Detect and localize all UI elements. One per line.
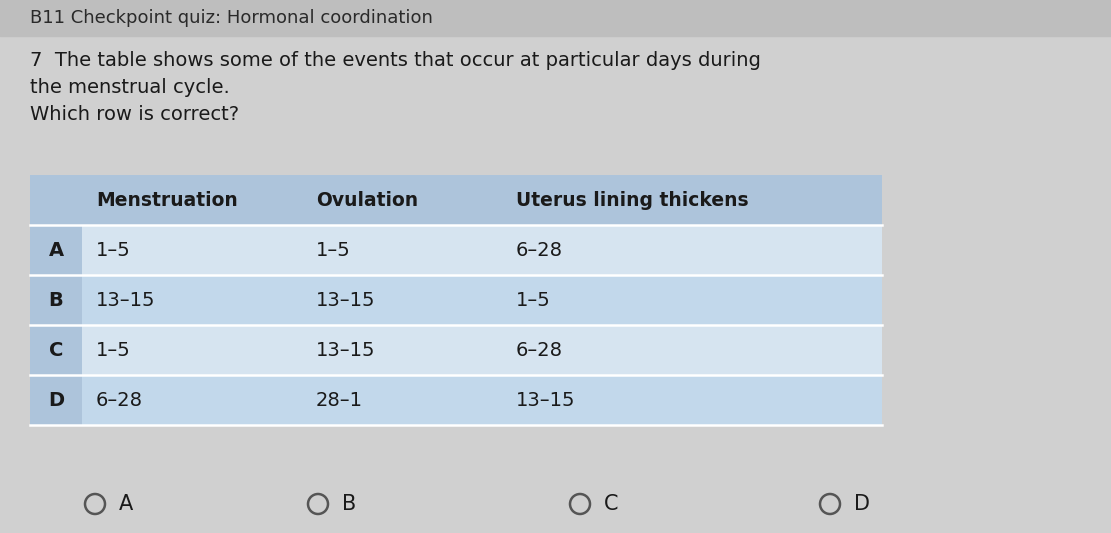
Bar	[502, 225, 882, 275]
Text: 13–15: 13–15	[96, 290, 156, 310]
Text: A: A	[49, 240, 63, 260]
Text: A: A	[119, 494, 133, 514]
Bar	[30, 325, 82, 375]
Text: 1–5: 1–5	[96, 240, 131, 260]
Text: D: D	[48, 391, 64, 409]
Text: 1–5: 1–5	[96, 341, 131, 359]
Bar	[30, 225, 82, 275]
Bar	[0, 0, 1111, 36]
Text: 6–28: 6–28	[516, 240, 563, 260]
Bar	[30, 175, 82, 225]
Bar	[502, 275, 882, 325]
Text: 1–5: 1–5	[316, 240, 351, 260]
Bar	[82, 175, 302, 225]
Text: Ovulation: Ovulation	[316, 190, 418, 209]
Text: 13–15: 13–15	[316, 341, 376, 359]
Text: 13–15: 13–15	[516, 391, 575, 409]
Text: C: C	[49, 341, 63, 359]
Text: D: D	[854, 494, 870, 514]
Bar	[302, 375, 502, 425]
Bar	[502, 175, 882, 225]
Bar	[82, 225, 302, 275]
Bar	[302, 225, 502, 275]
Text: B: B	[342, 494, 357, 514]
Text: B: B	[49, 290, 63, 310]
Text: Menstruation: Menstruation	[96, 190, 238, 209]
Text: B11 Checkpoint quiz: Hormonal coordination: B11 Checkpoint quiz: Hormonal coordinati…	[30, 9, 433, 27]
Text: 28–1: 28–1	[316, 391, 363, 409]
Bar	[302, 275, 502, 325]
Bar	[82, 325, 302, 375]
Bar	[82, 375, 302, 425]
Text: 6–28: 6–28	[516, 341, 563, 359]
Bar	[30, 275, 82, 325]
Text: C: C	[604, 494, 619, 514]
Bar	[302, 325, 502, 375]
Bar	[82, 275, 302, 325]
Text: 7  The table shows some of the events that occur at particular days during
the m: 7 The table shows some of the events tha…	[30, 51, 761, 125]
Text: 6–28: 6–28	[96, 391, 143, 409]
Bar	[502, 325, 882, 375]
Bar	[502, 375, 882, 425]
Text: 13–15: 13–15	[316, 290, 376, 310]
Text: Uterus lining thickens: Uterus lining thickens	[516, 190, 749, 209]
Bar	[302, 175, 502, 225]
Bar	[30, 375, 82, 425]
Text: 1–5: 1–5	[516, 290, 551, 310]
